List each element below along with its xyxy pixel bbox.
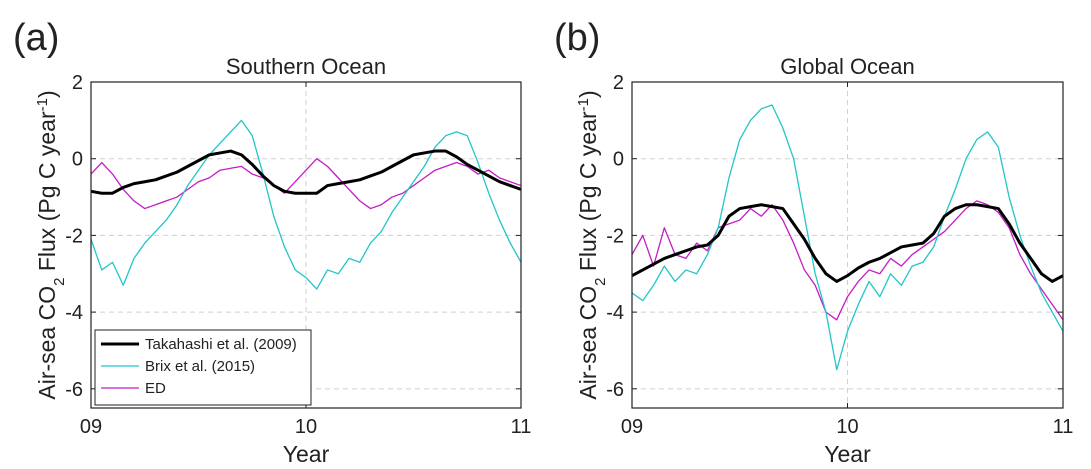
x-tick-label: 09 <box>80 416 102 438</box>
legend-label: Brix et al. (2015) <box>145 358 255 375</box>
series-line <box>631 104 1064 371</box>
y-tick-label: -2 <box>606 225 624 247</box>
x-tick-label: 10 <box>295 416 317 438</box>
chart-title: Global Ocean <box>780 54 915 79</box>
y-axis-label-part: Air-sea CO <box>575 286 601 400</box>
y-tick-label: 2 <box>613 72 624 94</box>
y-tick-label: -4 <box>606 302 624 324</box>
panel-label: (a) <box>13 17 59 59</box>
series-line <box>90 149 522 195</box>
y-tick-label: -6 <box>606 379 624 401</box>
x-tick-label: 09 <box>621 416 643 438</box>
y-axis-label-part: 2 <box>592 278 609 286</box>
x-axis-label: Year <box>824 441 871 467</box>
y-axis-label: Air-sea CO2 Flux (Pg C year-1) <box>34 90 68 399</box>
x-axis-label: Year <box>283 441 330 467</box>
y-tick-label: 0 <box>613 149 624 171</box>
y-axis-label-part: -1 <box>34 98 51 111</box>
chart-title: Southern Ocean <box>226 54 386 79</box>
x-tick-label: 10 <box>836 416 858 438</box>
y-axis-label-part: Flux (Pg C year <box>34 111 60 277</box>
y-axis-label-part: Flux (Pg C year <box>575 111 601 277</box>
x-tick-label: 11 <box>1053 416 1074 438</box>
y-axis-label-part: 2 <box>51 278 68 286</box>
y-tick-label: -2 <box>65 225 83 247</box>
series-line <box>90 158 522 210</box>
y-axis-label-part: -1 <box>575 98 592 111</box>
y-axis-label-part: ) <box>34 90 60 98</box>
y-tick-label: 0 <box>72 149 83 171</box>
y-tick-label: -4 <box>65 302 83 324</box>
y-tick-label: 2 <box>72 72 83 94</box>
series-line <box>631 203 1064 283</box>
y-axis-label-part: ) <box>575 90 601 98</box>
legend-label: ED <box>145 380 166 397</box>
y-tick-label: -6 <box>65 379 83 401</box>
y-axis-label: Air-sea CO2 Flux (Pg C year-1) <box>575 90 609 399</box>
x-tick-label: 11 <box>511 416 532 438</box>
legend-label: Takahashi et al. (2009) <box>145 336 297 353</box>
y-axis-label-part: Air-sea CO <box>34 286 60 400</box>
series-line <box>90 119 522 290</box>
panel-label: (b) <box>554 17 600 59</box>
